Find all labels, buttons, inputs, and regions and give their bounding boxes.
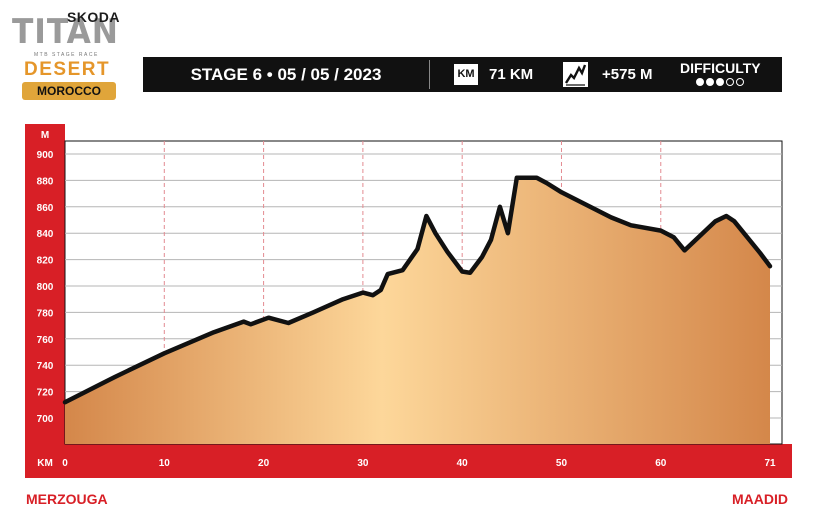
stage-distance: 71 KM [489,66,534,83]
x-tick-label: 0 [62,458,68,469]
y-tick-label: 900 [37,150,54,161]
x-tick-label: 60 [655,458,667,469]
logo-name: TITAN [12,12,119,52]
x-axis-band [25,444,792,478]
difficulty-dot [706,78,714,86]
x-tick-labels: 0 10 20 30 40 50 60 71 [62,458,776,469]
logo-brand: SKODA [66,9,120,25]
y-tick-label: 720 [37,388,54,399]
x-tick-label: 40 [457,458,469,469]
y-tick-labels: 700 720 740 760 780 800 820 840 860 880 900 [37,150,54,425]
x-tick-label: 71 [764,458,776,469]
x-axis-label: KM [37,458,53,469]
x-tick-label: 20 [258,458,270,469]
elevation-icon [563,62,588,87]
difficulty-dot [716,78,724,86]
y-tick-label: 820 [37,256,54,267]
logo-event: DESERT [24,59,111,80]
x-tick-label: 10 [159,458,171,469]
difficulty-dot [726,78,734,86]
difficulty-dot [736,78,744,86]
x-tick-label: 30 [357,458,369,469]
y-tick-label: 700 [37,414,54,425]
y-tick-label: 840 [37,229,54,240]
stage-title: STAGE 6 • 05 / 05 / 2023 [190,65,382,84]
logo-country: MOROCCO [22,82,116,100]
distance-icon: KM [454,64,478,85]
difficulty-dot [696,78,704,86]
start-location: MERZOUGA [26,491,108,507]
y-tick-label: 880 [37,176,54,187]
difficulty-label: DIFFICULTY [680,60,761,76]
finish-location: MAADID [732,491,788,507]
y-tick-label: 800 [37,282,54,293]
y-axis-band [25,124,65,444]
elevation-gain: +575 M [602,66,653,83]
elevation-area [65,177,770,445]
logo-tagline: MTB STAGE RACE [34,52,99,58]
stage-info-bar: STAGE 6 • 05 / 05 / 2023 KM 71 KM +575 M… [143,57,782,92]
y-tick-label: 860 [37,203,54,214]
elevation-line [62,175,773,405]
x-tick-label: 50 [556,458,568,469]
divider [429,60,430,89]
difficulty-rating [696,78,744,86]
y-axis-label: M [41,130,49,141]
titan-desert-logo: TITAN SKODA MTB STAGE RACE DESERT MOROCC… [10,8,122,100]
y-tick-label: 780 [37,308,54,319]
y-tick-label: 760 [37,335,54,346]
y-tick-label: 740 [37,361,54,372]
